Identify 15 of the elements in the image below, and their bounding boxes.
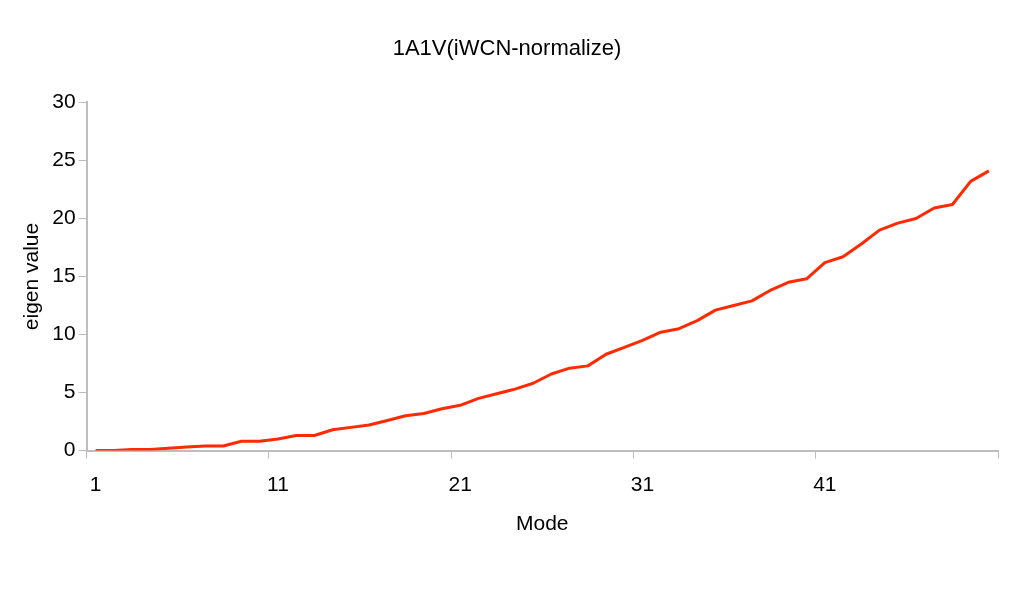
- x-tick-label: 41: [813, 472, 837, 495]
- y-tick-label: 30: [52, 89, 76, 113]
- y-axis-title: eigen value: [19, 222, 43, 331]
- y-tick-label: 25: [52, 147, 76, 171]
- y-tick-label: 20: [52, 205, 76, 229]
- x-tick-label: 21: [448, 472, 472, 495]
- x-axis-title: Mode: [516, 511, 569, 535]
- y-tick-label: 10: [52, 321, 76, 345]
- y-tick-label: 0: [63, 437, 76, 461]
- chart-title: 1A1V(iWCN-normalize): [392, 35, 622, 61]
- y-tick-label: 15: [52, 263, 76, 287]
- x-tick-label: 1: [89, 472, 102, 495]
- x-tick-label: 11: [267, 472, 289, 495]
- x-tick-label: 31: [630, 472, 655, 495]
- y-tick-label: 5: [63, 379, 76, 403]
